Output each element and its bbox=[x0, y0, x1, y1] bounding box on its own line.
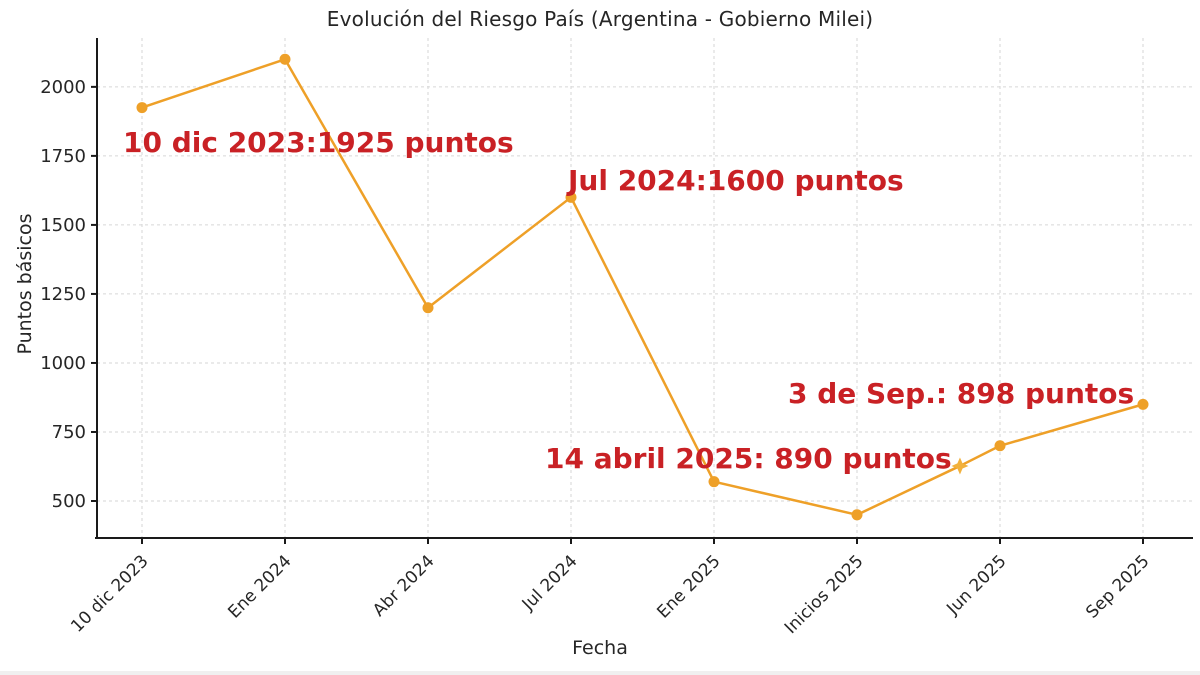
x-tick-label: 10 dic 2023 bbox=[67, 551, 152, 636]
x-tick-label: Ene 2025 bbox=[653, 551, 724, 622]
x-axis-label: Fecha bbox=[572, 637, 628, 659]
data-point-marker bbox=[708, 476, 720, 488]
data-point-marker bbox=[1137, 398, 1149, 410]
x-tick-label: Abr 2024 bbox=[369, 551, 438, 620]
y-tick-label: 500 bbox=[52, 491, 86, 512]
data-point-marker bbox=[994, 440, 1006, 452]
chart-title: Evolución del Riesgo País (Argentina - G… bbox=[326, 7, 874, 31]
annotation-text: 10 dic 2023:1925 puntos bbox=[123, 126, 514, 159]
annotation-text: 14 abril 2025: 890 puntos bbox=[545, 442, 952, 475]
x-tick-label: Ene 2024 bbox=[224, 551, 295, 622]
x-tick-label: Jul 2024 bbox=[518, 551, 582, 615]
data-point-marker bbox=[851, 509, 863, 521]
x-tick-label: Inicios 2025 bbox=[781, 551, 868, 638]
annotation-text: Jul 2024:1600 puntos bbox=[566, 164, 904, 197]
data-point-marker bbox=[565, 191, 577, 203]
data-point-marker bbox=[422, 302, 434, 314]
highlight-star-marker bbox=[951, 457, 969, 475]
y-tick-label: 1500 bbox=[40, 215, 86, 236]
y-tick-label: 1750 bbox=[40, 146, 86, 167]
x-tick-label: Jun 2025 bbox=[942, 551, 1010, 619]
y-tick-label: 750 bbox=[52, 422, 86, 443]
x-tick-label: Sep 2025 bbox=[1082, 551, 1153, 622]
y-tick-label: 2000 bbox=[40, 77, 86, 98]
window-edge-strip bbox=[0, 671, 1200, 675]
data-point-marker bbox=[279, 53, 291, 65]
data-point-marker bbox=[136, 102, 148, 114]
annotation-text: 3 de Sep.: 898 puntos bbox=[788, 377, 1134, 410]
y-tick-label: 1250 bbox=[40, 284, 86, 305]
y-tick-label: 1000 bbox=[40, 353, 86, 374]
